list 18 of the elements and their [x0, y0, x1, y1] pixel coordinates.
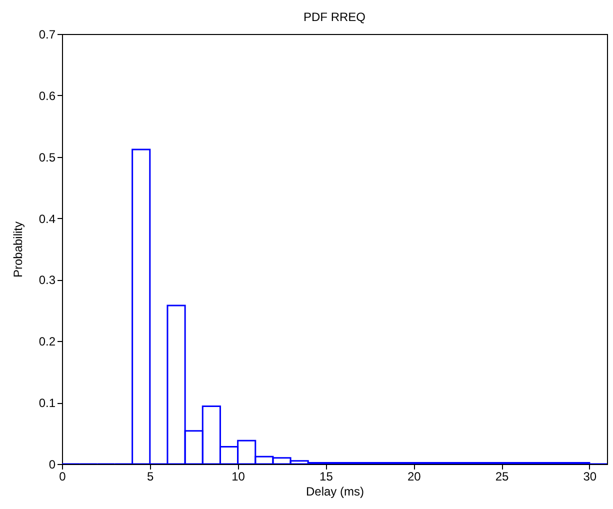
y-tick-label: 0.4 — [38, 212, 56, 226]
y-tick-label: 0 — [48, 458, 56, 472]
x-tick-label: 30 — [583, 470, 597, 484]
y-tick-label: 0.3 — [38, 273, 56, 288]
y-tick-label: 0.7 — [38, 28, 56, 42]
y-tick-label: 0.1 — [38, 396, 56, 410]
y-tick-label: 0.5 — [38, 150, 56, 164]
x-tick-label: 5 — [147, 470, 154, 484]
y-tick-label: 0.2 — [38, 334, 56, 349]
y-tick-label: 0.6 — [38, 88, 56, 103]
x-tick-label: 25 — [495, 470, 510, 484]
chart-title: PDF RREQ — [303, 10, 366, 24]
x-tick-label: 15 — [320, 470, 334, 484]
x-tick-label: 20 — [407, 470, 422, 484]
x-tick-label: 10 — [232, 470, 246, 484]
x-axis-title: Delay (ms) — [306, 484, 364, 498]
x-tick-label: 0 — [59, 470, 66, 484]
y-axis-title: Probability — [10, 221, 25, 278]
